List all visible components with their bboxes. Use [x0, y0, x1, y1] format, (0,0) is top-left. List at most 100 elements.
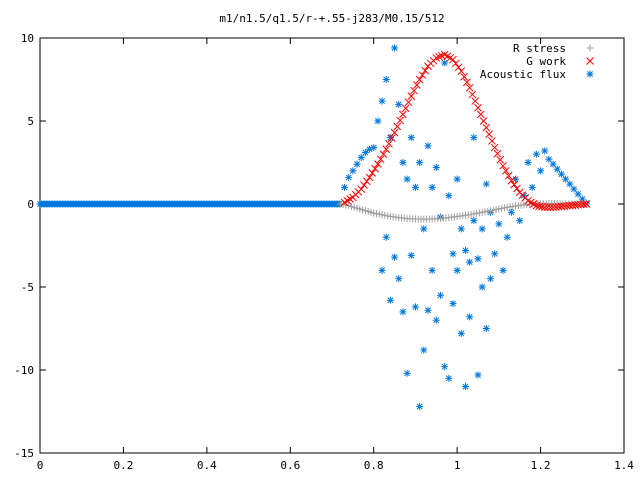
- acoustic-flux-point: [457, 329, 465, 337]
- acoustic-flux-point: [524, 159, 532, 166]
- g-work-point: [501, 166, 510, 175]
- acoustic-flux-point: [361, 149, 369, 157]
- acoustic-flux-point: [353, 160, 361, 168]
- series-r-stress: [336, 200, 590, 223]
- acoustic-flux-point: [566, 180, 574, 188]
- g-work-point: [407, 92, 416, 100]
- g-work-point: [385, 139, 393, 148]
- legend-marker: [586, 70, 594, 78]
- acoustic-flux-point: [370, 144, 378, 152]
- legend-label: G work: [526, 55, 566, 68]
- acoustic-flux-point: [528, 183, 536, 191]
- x-tick-label: 0: [37, 459, 44, 472]
- acoustic-flux-point: [507, 208, 515, 216]
- g-work-point: [376, 155, 385, 164]
- x-tick-label: 0.4: [197, 459, 217, 472]
- acoustic-flux-point: [445, 192, 453, 200]
- g-work-point: [465, 83, 474, 92]
- acoustic-flux-point: [461, 246, 469, 254]
- g-work-point: [468, 90, 477, 99]
- g-work-point: [432, 54, 441, 62]
- acoustic-flux-point: [474, 255, 482, 263]
- acoustic-flux-point: [403, 175, 411, 183]
- acoustic-flux-point: [382, 76, 390, 83]
- g-work-point: [418, 71, 427, 79]
- g-work-point: [582, 200, 591, 208]
- g-work-point: [454, 63, 463, 72]
- acoustic-flux-point: [482, 180, 490, 188]
- g-work-point: [463, 78, 471, 87]
- g-work-point: [507, 176, 516, 185]
- legend-marker: [586, 44, 594, 52]
- acoustic-flux-point: [466, 313, 474, 321]
- g-work-point: [449, 55, 457, 64]
- g-work-point: [510, 180, 519, 189]
- acoustic-flux-point: [378, 97, 386, 105]
- acoustic-flux-point: [557, 170, 565, 178]
- g-work-point: [540, 203, 549, 212]
- series-g-work: [340, 50, 591, 212]
- g-work-point: [490, 143, 499, 152]
- acoustic-flux-point: [457, 225, 465, 233]
- g-work-point: [396, 116, 404, 125]
- acoustic-flux-point: [407, 134, 415, 142]
- g-work-point: [415, 75, 424, 84]
- acoustic-flux-point: [495, 220, 503, 228]
- g-work-point: [474, 103, 482, 112]
- acoustic-flux-point: [399, 308, 407, 316]
- legend-marker: [586, 57, 594, 65]
- g-work-point: [488, 137, 496, 145]
- g-work-point: [493, 149, 502, 158]
- g-work-point: [451, 59, 460, 68]
- acoustic-flux-point: [420, 346, 428, 354]
- acoustic-flux-point: [553, 165, 561, 173]
- acoustic-flux-point: [428, 183, 436, 191]
- acoustic-flux-point: [378, 266, 386, 274]
- acoustic-flux-point: [341, 183, 349, 191]
- acoustic-flux-point: [374, 117, 382, 125]
- g-work-point: [435, 52, 443, 61]
- acoustic-flux-point: [436, 291, 444, 299]
- acoustic-flux-point: [474, 371, 482, 379]
- acoustic-flux-point: [432, 163, 440, 171]
- acoustic-flux-point: [407, 251, 415, 259]
- g-work-point: [513, 184, 521, 193]
- acoustic-flux-point: [461, 383, 469, 391]
- g-work-point: [365, 173, 374, 182]
- acoustic-flux-point: [478, 225, 486, 233]
- acoustic-flux-point: [491, 250, 499, 258]
- g-work-point: [504, 171, 513, 180]
- legend-label: Acoustic flux: [480, 68, 566, 81]
- series-acoustic-flux: [341, 44, 590, 411]
- y-tick-label: 5: [27, 115, 34, 128]
- acoustic-flux-point: [541, 147, 549, 155]
- acoustic-flux-point: [503, 233, 511, 241]
- acoustic-flux-point: [466, 258, 474, 266]
- acoustic-flux-point: [391, 253, 399, 261]
- g-work-point: [371, 164, 379, 173]
- acoustic-flux-point: [570, 185, 578, 193]
- g-work-point: [401, 104, 410, 113]
- g-work-point: [387, 134, 396, 143]
- acoustic-flux-point: [449, 300, 457, 308]
- g-work-point: [460, 72, 468, 81]
- axis-ticks: 0 0.2 0.4 0.6 0.8 1 1.2 1.4 -15 -10 -5 0 5 10: [14, 32, 634, 472]
- acoustic-flux-point: [411, 303, 419, 311]
- acoustic-flux-point: [516, 217, 524, 225]
- acoustic-flux-point: [470, 217, 478, 225]
- acoustic-flux-point: [357, 154, 365, 162]
- acoustic-flux-point: [411, 183, 419, 191]
- y-tick-label: -10: [14, 364, 34, 377]
- x-tick-label: 1.4: [614, 459, 634, 472]
- acoustic-flux-point: [403, 369, 411, 377]
- y-tick-label: -5: [21, 281, 34, 294]
- acoustic-flux-point: [549, 160, 557, 168]
- g-work-point: [499, 161, 507, 170]
- y-tick-label: 0: [27, 198, 34, 211]
- acoustic-flux-point: [574, 190, 582, 198]
- acoustic-flux-point: [345, 173, 353, 181]
- acoustic-flux-point: [395, 100, 403, 108]
- acoustic-flux-point: [349, 167, 357, 175]
- acoustic-flux-point: [391, 44, 399, 52]
